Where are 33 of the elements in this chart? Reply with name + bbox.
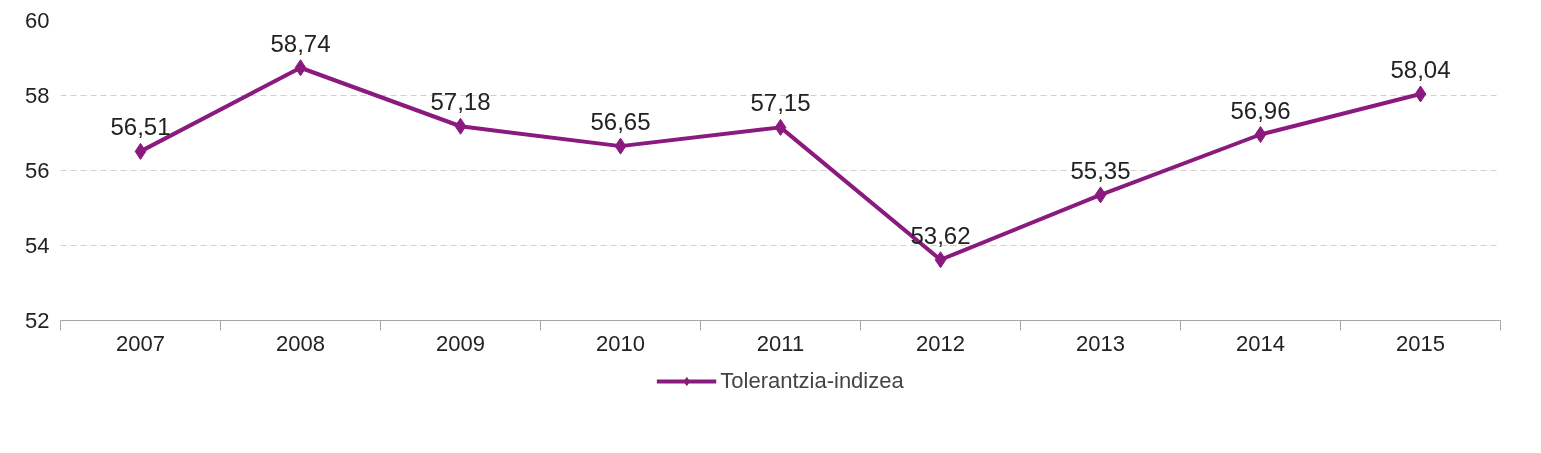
point: [614, 137, 627, 155]
point: [934, 251, 947, 269]
point: [774, 118, 787, 136]
data-label: 56,51: [110, 113, 171, 141]
point: [454, 117, 467, 135]
x-tick-label: 2014: [1236, 330, 1285, 356]
x-tick-label: 2010: [596, 330, 645, 356]
data-label: 58,74: [270, 29, 331, 57]
y-tick-label: 52: [25, 308, 50, 333]
data-label: 58,04: [1390, 56, 1451, 83]
point: [134, 142, 147, 160]
x-tick-label: 2013: [1076, 330, 1125, 356]
x-tick-label: 2012: [916, 330, 965, 356]
data-label: 56,65: [590, 108, 651, 136]
point: [1094, 186, 1107, 204]
point: [1414, 85, 1427, 103]
point: [294, 59, 307, 77]
x-tick-label: 2009: [436, 330, 485, 356]
y-tick-label: 56: [25, 158, 50, 183]
y-tick-label: 58: [25, 83, 50, 108]
data-label: 57,15: [750, 89, 811, 117]
y-tick-label: 60: [25, 8, 50, 33]
data-label: 56,96: [1230, 96, 1291, 124]
x-tick-label: 2011: [756, 330, 805, 356]
x-tick-label: 2007: [116, 330, 165, 356]
data-label: 55,35: [1070, 156, 1131, 184]
y-tick-label: 54: [25, 233, 50, 258]
x-tick-label: 2008: [276, 330, 325, 356]
legend-label: Tolerantzia-indizea: [720, 367, 904, 394]
point: [1254, 126, 1267, 143]
data-label: 57,18: [430, 88, 491, 116]
x-tick-label: 2015: [1396, 330, 1445, 356]
data-label: 53,62: [910, 221, 971, 249]
